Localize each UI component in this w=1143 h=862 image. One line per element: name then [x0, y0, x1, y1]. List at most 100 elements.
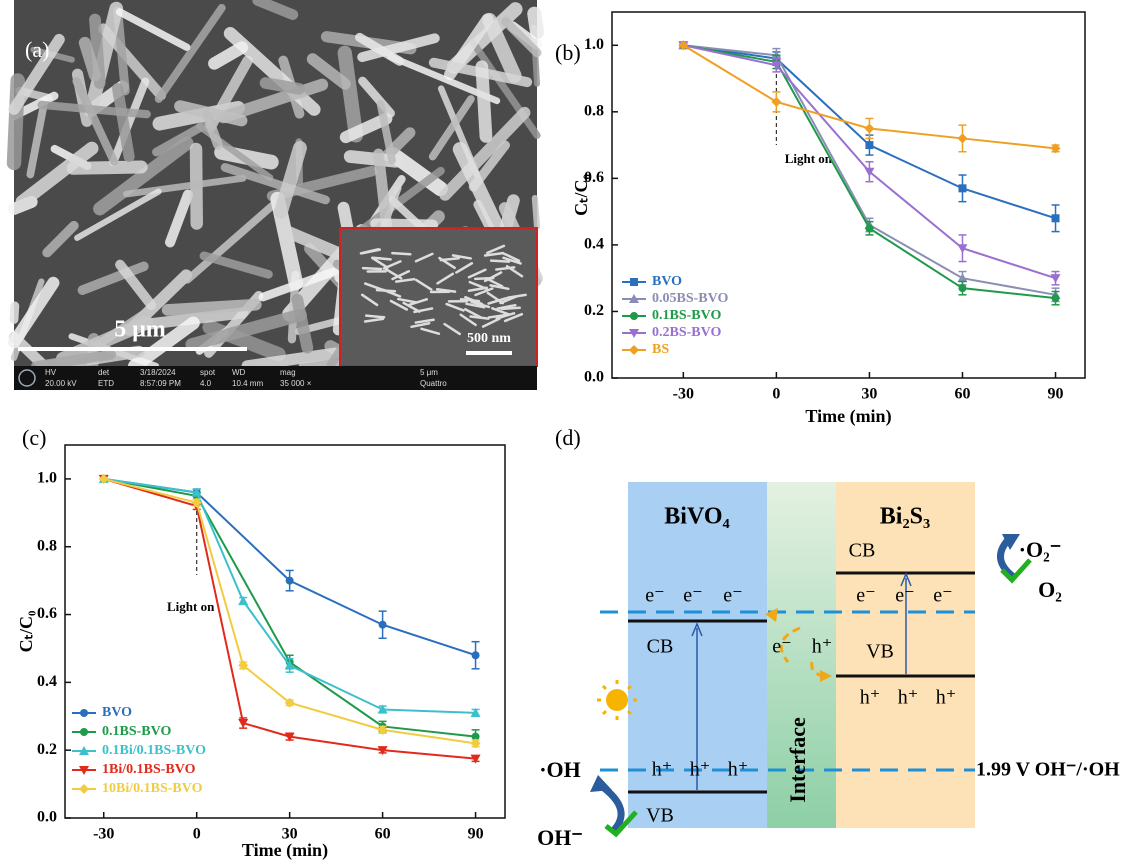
legend-label: 0.05BS-BVO [652, 291, 728, 306]
fiber [66, 160, 148, 175]
fiber [389, 299, 409, 311]
fiber [391, 270, 411, 281]
fiber [115, 259, 157, 311]
y-tick-label: 0.6 [37, 605, 57, 622]
marker [865, 141, 874, 150]
band-label: CB [647, 636, 674, 658]
fiber [360, 248, 382, 255]
fiber [74, 188, 162, 241]
annotation: Light on [167, 599, 215, 614]
fiber [397, 297, 418, 304]
fiber [481, 317, 501, 328]
marker [471, 732, 480, 741]
fiber [414, 318, 435, 324]
y-tick-label: 0.2 [584, 302, 604, 319]
fiber [391, 251, 412, 256]
legend-label: 0.2BS-BVO [652, 325, 721, 340]
marker [80, 728, 88, 736]
fiber [364, 282, 384, 291]
annotation: Light on [785, 151, 833, 166]
fiber [463, 308, 483, 319]
sun [597, 680, 637, 720]
x-axis-label: Time (min) [805, 406, 891, 427]
marker [377, 746, 388, 756]
fiber [26, 96, 49, 179]
y-tick-label: 0.2 [37, 741, 57, 758]
electron: e⁻ [856, 585, 875, 607]
fiber [15, 141, 99, 209]
info-bar [14, 366, 537, 390]
marker [378, 620, 387, 629]
marker [629, 329, 639, 338]
x-tick-label: 60 [375, 826, 391, 843]
fiber [502, 256, 522, 265]
info-text: spot [200, 368, 216, 377]
fiber [72, 76, 119, 166]
arrow-head [1002, 534, 1020, 550]
transfer-arrow [779, 626, 801, 663]
marker [958, 284, 967, 293]
legend-label: 0.1BS-BVO [652, 308, 721, 323]
fiber [487, 297, 508, 305]
fiber [115, 8, 191, 51]
fiber [358, 76, 395, 118]
y-tick-label: 0.8 [584, 102, 604, 119]
fiber [208, 41, 249, 70]
arrow-head [765, 608, 778, 622]
fiber [241, 347, 341, 372]
legend-label: 1Bi/0.1BS-BVO [102, 762, 196, 777]
potential-label: 1.99 V OH⁻/·OH [976, 759, 1120, 781]
inset-fibers [359, 244, 527, 336]
fiber [394, 277, 416, 283]
fiber [109, 77, 150, 167]
fiber [500, 306, 521, 311]
fiber [439, 257, 460, 262]
marker [1050, 143, 1061, 154]
marker [957, 273, 968, 283]
fiber [56, 315, 154, 366]
panel-label: (d) [555, 425, 581, 450]
info-text: 35 000 × [280, 379, 312, 388]
info-text: 4.0 [200, 379, 212, 388]
legend-label: BVO [102, 705, 132, 720]
material-label: BiVO₄ [664, 504, 729, 530]
marker [377, 724, 388, 735]
band-label: VB [866, 641, 894, 663]
fiber [112, 83, 135, 163]
x-tick-label: -30 [93, 826, 114, 843]
arrow-head [900, 572, 912, 587]
fiber [375, 288, 397, 293]
fiber [259, 77, 305, 95]
fiber [371, 256, 389, 269]
info-text: mag [280, 368, 296, 377]
y-tick-label: 0.4 [584, 236, 604, 253]
info-text: 20.00 kV [45, 379, 77, 388]
diagram: BiVO₄ Bi₂S₃ CB VB CB VB e⁻ e⁻ e⁻ e⁻ e⁻ e… [537, 482, 1120, 850]
y-axis-label: Cₜ/C₀ [571, 174, 591, 216]
fiber [364, 314, 386, 319]
info-text: HV [45, 368, 57, 377]
marker [285, 576, 294, 585]
fiber [6, 73, 25, 171]
fiber [164, 189, 193, 248]
hole: h⁺ [860, 687, 881, 709]
marker [79, 746, 89, 755]
info-text: 10.4 mm [232, 379, 263, 388]
fiber [496, 303, 517, 310]
marker [1051, 294, 1060, 303]
fiber [355, 32, 405, 66]
legend-label: BVO [652, 274, 682, 289]
fiber [468, 280, 488, 291]
legend-label: 0.1Bi/0.1BS-BVO [102, 743, 206, 758]
series-line [103, 477, 476, 714]
x-axis-label: Time (min) [242, 840, 328, 861]
marker [79, 766, 89, 775]
info-text: WD [232, 368, 246, 377]
band-label: VB [646, 805, 674, 827]
fiber [93, 136, 194, 216]
molecule-label: O₂ [1038, 577, 1062, 602]
inset-scale-bar-label: 500 nm [467, 331, 511, 346]
electron: e⁻ [895, 585, 914, 607]
fiber [527, 6, 545, 40]
